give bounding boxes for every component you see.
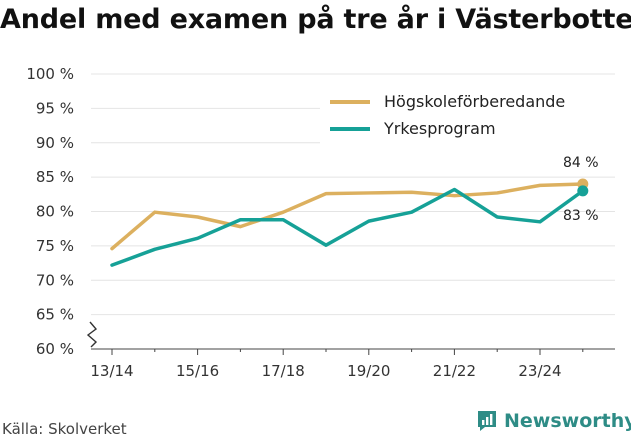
y-tick-label: 100 % (26, 65, 74, 83)
legend-background (320, 86, 615, 146)
y-tick-label: 75 % (36, 237, 74, 255)
brand-logo: Newsworthy (476, 409, 631, 433)
series-line-yrkesprogram (110, 187, 585, 267)
newsworthy-logo-icon (478, 411, 496, 431)
x-tick-label: 21/22 (433, 362, 476, 380)
series-end-point (577, 185, 589, 197)
brand-name: Newsworthy (504, 410, 631, 432)
series-line-hogskoleforberedande (110, 182, 585, 251)
y-tick-label: 95 % (36, 99, 74, 117)
axis-break-mark (86, 321, 98, 348)
y-tick-label: 80 % (36, 203, 74, 221)
y-axis-ticks: 60 % 65 % 70 % 75 % 80 % 85 % 90 % 95 % 100 % (26, 65, 74, 358)
y-tick-label: 65 % (36, 306, 74, 324)
y-tick-label: 60 % (36, 340, 74, 358)
x-tick-label: 19/20 (347, 362, 390, 380)
series-lines: 84 % 83 % (110, 155, 599, 267)
x-tick-label: 13/14 (90, 362, 133, 380)
x-tick-label: 15/16 (176, 362, 219, 380)
y-tick-label: 90 % (36, 134, 74, 152)
legend: Högskoleförberedande Yrkesprogram (320, 86, 615, 146)
x-tick-label: 17/18 (262, 362, 305, 380)
y-tick-label: 85 % (36, 168, 74, 186)
series-end-label: 83 % (563, 208, 599, 224)
source-note: Källa: Skolverket (2, 420, 127, 438)
x-axis-ticks: 13/14 15/16 17/18 19/20 21/22 23/24 (90, 348, 615, 380)
y-axis-break (86, 321, 98, 348)
x-tick-label: 23/24 (518, 362, 561, 380)
legend-label: Yrkesprogram (383, 119, 496, 138)
y-tick-label: 70 % (36, 271, 74, 289)
series-end-label: 84 % (563, 155, 599, 171)
chart-title: Andel med examen på tre år i Västerbotte… (0, 4, 631, 35)
legend-label: Högskoleförberedande (384, 92, 565, 111)
